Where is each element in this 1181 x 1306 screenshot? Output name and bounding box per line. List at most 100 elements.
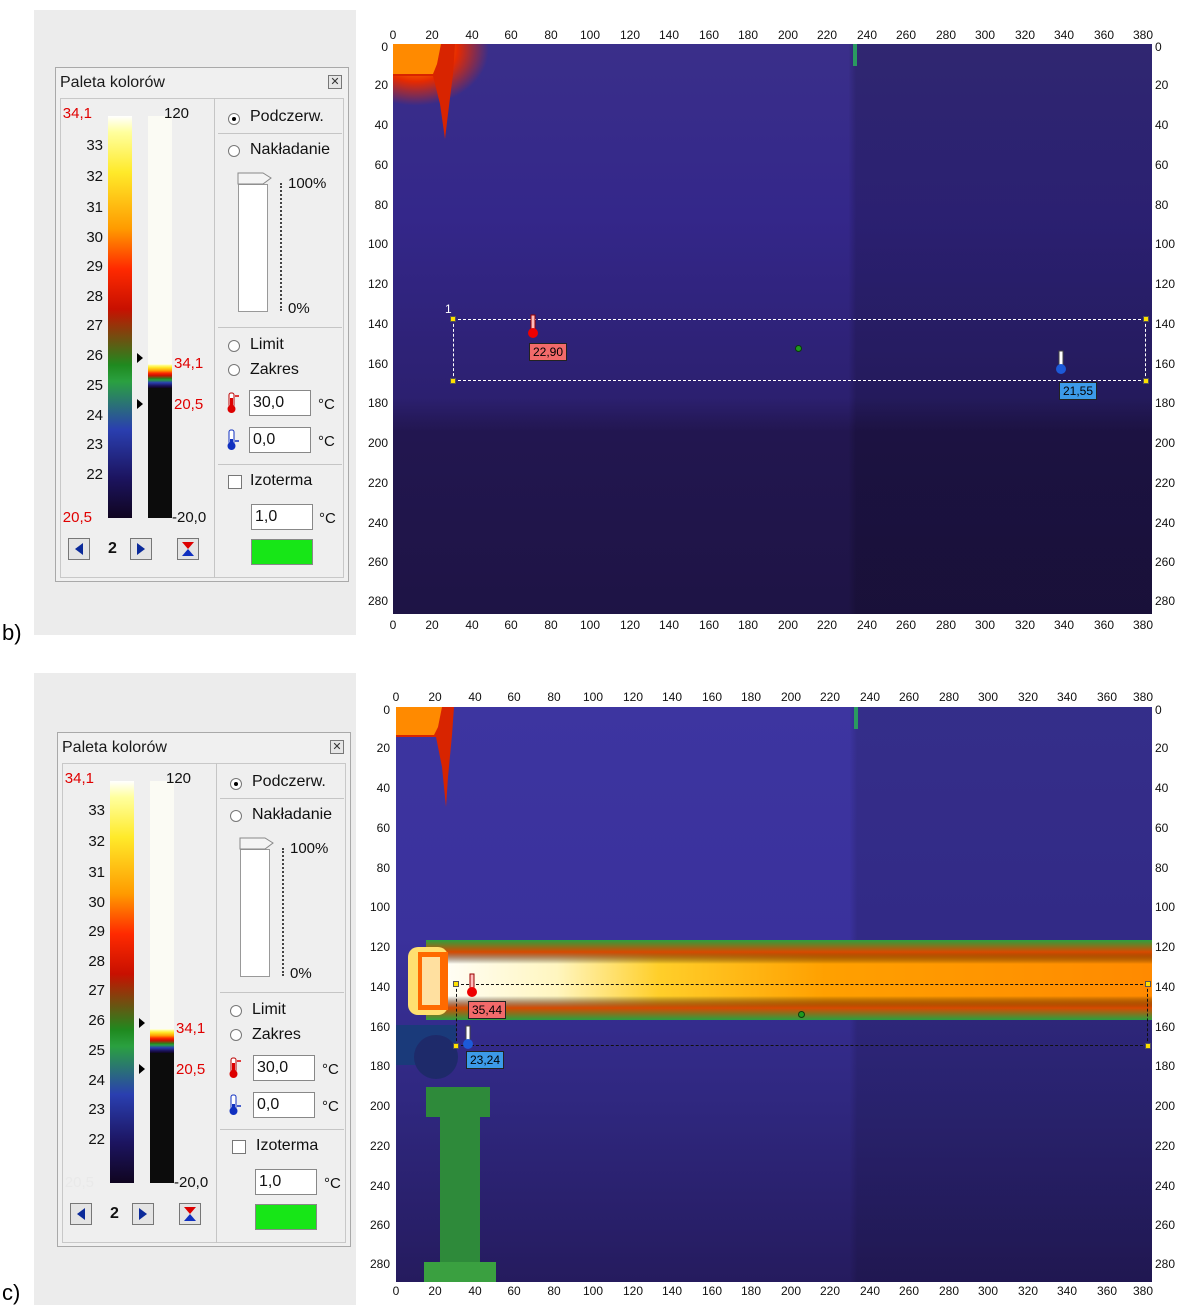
isotherm-color-swatch[interactable]: [251, 539, 313, 565]
range-low-marker-icon[interactable]: [137, 399, 143, 409]
next-palette-button[interactable]: [130, 538, 152, 560]
roi-handle[interactable]: [450, 378, 456, 384]
x-tick: 360: [1096, 690, 1118, 704]
divider: [220, 1129, 344, 1130]
x-tick: 180: [737, 618, 759, 632]
invert-range-button[interactable]: [179, 1203, 201, 1225]
x-tick: 0: [389, 28, 397, 42]
range-radio[interactable]: [228, 364, 240, 376]
range-high-marker-icon[interactable]: [139, 1018, 145, 1028]
y-tick: 120: [1155, 940, 1176, 954]
divider: [218, 464, 342, 465]
x-tick: 340: [1053, 618, 1075, 632]
scale-label: 23: [86, 436, 103, 453]
min-temperature-input[interactable]: 0,0: [249, 427, 311, 453]
x-tick: 320: [1014, 618, 1036, 632]
x-tick: 40: [468, 690, 482, 704]
x-tick: 200: [777, 28, 799, 42]
max-temperature-input[interactable]: 30,0: [253, 1055, 315, 1081]
infrared-radio[interactable]: [230, 778, 242, 790]
infrared-radio[interactable]: [228, 113, 240, 125]
roi-handle[interactable]: [1143, 378, 1149, 384]
limit-radio[interactable]: [230, 1005, 242, 1017]
thermometer-hot-icon: [224, 392, 240, 414]
range-high-marker-icon[interactable]: [137, 353, 143, 363]
overlay-radio[interactable]: [230, 810, 242, 822]
y-tick: 200: [369, 1099, 390, 1113]
roi-rectangle[interactable]: [456, 984, 1148, 1046]
y-tick: 240: [369, 1179, 390, 1193]
axis-right: 0 20 40 60 80 100 120 140 160 180 200 22…: [1155, 40, 1181, 614]
x-tick: 260: [895, 618, 917, 632]
x-tick: 300: [977, 1284, 999, 1298]
x-tick: 380: [1132, 28, 1154, 42]
invert-range-button[interactable]: [177, 538, 199, 560]
roi-handle[interactable]: [1145, 981, 1151, 987]
x-tick: 20: [425, 28, 439, 42]
close-icon[interactable]: ✕: [328, 75, 342, 89]
roi-handle[interactable]: [450, 316, 456, 322]
opacity-slider-thumb[interactable]: [237, 172, 273, 185]
x-tick: 80: [547, 1284, 561, 1298]
range-low-marker-icon[interactable]: [139, 1064, 145, 1074]
scale-label: 24: [86, 407, 103, 424]
roi-handle[interactable]: [453, 1043, 459, 1049]
scale-label: 24: [88, 1072, 105, 1089]
opacity-slider-track[interactable]: [238, 184, 268, 312]
roi-rectangle[interactable]: [453, 319, 1146, 381]
x-tick: 240: [859, 1284, 881, 1298]
palette-title: Paleta kolorów: [62, 739, 167, 756]
isotherm-color-swatch[interactable]: [255, 1204, 317, 1230]
divider: [216, 763, 217, 1243]
scale-bottom-value: 20,5: [64, 1174, 94, 1191]
scale-label: 28: [88, 953, 105, 970]
panel-c-label: c): [2, 1280, 21, 1305]
thermal-image[interactable]: 1 22,90 21,55: [393, 44, 1152, 614]
next-palette-button[interactable]: [132, 1203, 154, 1225]
opacity-slider-track[interactable]: [240, 849, 270, 977]
isotherm-checkbox[interactable]: [232, 1140, 246, 1154]
isotherm-value-input[interactable]: 1,0: [251, 504, 313, 530]
limit-radio[interactable]: [228, 340, 240, 352]
y-tick: 220: [1155, 476, 1176, 490]
overlay-label: Nakładanie: [250, 141, 331, 158]
roi-handle[interactable]: [1145, 1043, 1151, 1049]
min-temperature-input[interactable]: 0,0: [253, 1092, 315, 1118]
arrow-left-icon: [75, 543, 83, 555]
scale-label: 31: [88, 864, 105, 881]
hourglass-icon: [184, 1207, 196, 1221]
isotherm-value-input[interactable]: 1,0: [255, 1169, 317, 1195]
prev-palette-button[interactable]: [68, 538, 90, 560]
roi-handle[interactable]: [1143, 316, 1149, 322]
range-bar: [148, 116, 172, 366]
y-tick: 220: [1155, 1139, 1176, 1153]
x-tick: 140: [658, 618, 680, 632]
max-temperature-input[interactable]: 30,0: [249, 390, 311, 416]
x-tick: 20: [428, 690, 442, 704]
range-radio[interactable]: [230, 1029, 242, 1041]
x-tick: 100: [579, 28, 601, 42]
y-tick: 160: [1155, 1020, 1176, 1034]
x-tick: 120: [622, 1284, 644, 1298]
x-tick: 220: [819, 1284, 841, 1298]
axis-bottom: 0 20 40 60 80 100 120 140 160 180 200 22…: [393, 1284, 1153, 1300]
overlay-radio[interactable]: [228, 145, 240, 157]
isotherm-checkbox[interactable]: [228, 475, 242, 489]
y-tick: 100: [369, 900, 390, 914]
roi-handle[interactable]: [453, 981, 459, 987]
prev-palette-button[interactable]: [70, 1203, 92, 1225]
x-tick: 360: [1096, 1284, 1118, 1298]
thermal-image[interactable]: 35,44 23,24: [396, 707, 1152, 1282]
range-label: Zakres: [250, 361, 299, 378]
scale-label: 23: [88, 1101, 105, 1118]
y-tick: 240: [1155, 516, 1176, 530]
opacity-min-label: 0%: [290, 965, 312, 982]
range-bar: [150, 781, 174, 1031]
opacity-slider-thumb[interactable]: [239, 837, 275, 850]
range-high-label: 34,1: [176, 1020, 206, 1037]
x-tick: 80: [547, 690, 561, 704]
divider: [220, 992, 344, 993]
min-temp-unit: °C: [322, 1098, 339, 1115]
isotherm-unit: °C: [319, 510, 336, 527]
close-icon[interactable]: ✕: [330, 740, 344, 754]
